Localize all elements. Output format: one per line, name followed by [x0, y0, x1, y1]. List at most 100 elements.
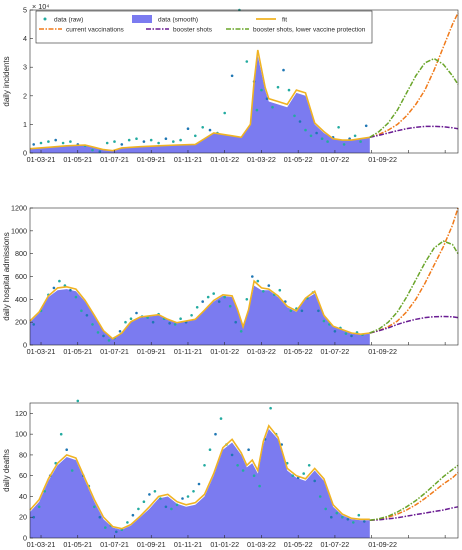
raw-point: [265, 97, 269, 100]
x-tick-label: 01-01-22: [210, 347, 239, 356]
legend-lower-label: booster shots, lower vaccine protection: [253, 27, 366, 34]
raw-point: [197, 482, 201, 486]
legend-box: [35, 10, 373, 44]
y-tick-label: 200: [15, 318, 27, 327]
legend-booster-label: booster shots: [173, 27, 213, 34]
y-tick-label: 20: [19, 513, 27, 522]
raw-point: [256, 279, 260, 283]
raw-point: [228, 304, 232, 308]
raw-point: [300, 309, 304, 313]
raw-point: [217, 300, 221, 303]
raw-point: [153, 490, 157, 493]
fit-line: [29, 279, 370, 340]
x-tick-label: 01-11-21: [174, 540, 202, 549]
raw-point: [76, 399, 80, 403]
raw-point: [352, 521, 355, 524]
x-tick-label: 01-03-21: [27, 347, 56, 356]
fit-line: [29, 49, 370, 152]
raw-point: [168, 322, 171, 325]
raw-point: [47, 140, 50, 143]
raw-point: [39, 141, 43, 145]
raw-point: [93, 505, 96, 509]
x-tick-label: 01-03-22: [247, 155, 276, 164]
fit-line: [29, 424, 370, 530]
x-tick-label: 01-01-22: [210, 155, 239, 164]
raw-point: [260, 88, 263, 92]
raw-point: [208, 448, 212, 452]
raw-point: [363, 520, 366, 523]
raw-point: [258, 484, 261, 488]
raw-point: [234, 320, 237, 324]
raw-point: [137, 507, 140, 511]
y-axis-label: daily deaths: [2, 449, 11, 492]
raw-point: [317, 309, 320, 313]
x-tick-label: 01-07-22: [321, 540, 350, 549]
raw-point: [120, 143, 124, 146]
legend-raw-marker: [43, 17, 47, 21]
y-tick-label: 40: [19, 492, 27, 501]
projection-line: [369, 207, 459, 334]
y-tick-label: 400: [15, 295, 27, 304]
raw-point: [223, 111, 226, 115]
legend-current-label: current vaccinations: [66, 27, 125, 34]
y-tick-label: 0: [23, 341, 27, 350]
raw-point: [135, 137, 138, 140]
y-tick-label: 60: [19, 471, 27, 480]
raw-point: [115, 530, 118, 534]
legend-smooth-label: data (smooth): [158, 17, 198, 24]
raw-point: [85, 314, 89, 317]
raw-point: [309, 134, 313, 138]
raw-point: [236, 464, 239, 467]
raw-point: [192, 490, 195, 493]
raw-point: [74, 295, 78, 299]
raw-point: [357, 513, 361, 517]
raw-point: [43, 490, 46, 493]
raw-point: [69, 288, 72, 292]
raw-point: [179, 317, 182, 321]
raw-point: [32, 143, 35, 146]
raw-point: [223, 295, 226, 299]
raw-point: [124, 320, 127, 324]
raw-point: [262, 290, 265, 293]
y-tick-label: 100: [15, 430, 27, 439]
x-tick-label: 01-07-21: [100, 540, 129, 549]
raw-point: [98, 150, 102, 153]
raw-point: [91, 323, 94, 326]
raw-point: [58, 279, 61, 283]
raw-point: [96, 331, 100, 334]
y-tick-label: 800: [15, 249, 27, 258]
raw-point: [326, 140, 329, 143]
x-tick-label: 01-09-22: [368, 155, 397, 164]
x-tick-label: 01-07-21: [100, 347, 129, 356]
axes-box: [29, 402, 459, 539]
raw-point: [126, 521, 129, 524]
raw-point: [245, 60, 249, 63]
raw-point: [269, 406, 272, 410]
raw-point: [104, 526, 107, 529]
x-tick-label: 01-09-22: [368, 540, 397, 549]
panel-1: 0 1 2 3 4 5 daily incidents × 10⁴ 01-03-21 01-05-…: [2, 2, 459, 164]
raw-point: [105, 141, 109, 145]
y-tick-label: 2: [23, 91, 27, 100]
raw-point: [172, 140, 175, 143]
x-tick-label: 01-09-22: [368, 347, 397, 356]
y-tick-label: 4: [23, 34, 27, 43]
legend-entry-fit: fit: [256, 17, 287, 24]
raw-point: [219, 417, 223, 420]
y-tick-label: 1200: [11, 204, 27, 213]
raw-point: [54, 138, 57, 142]
raw-point: [313, 479, 317, 483]
raw-point: [341, 515, 344, 519]
projection-line: [369, 240, 459, 334]
raw-point: [230, 453, 234, 457]
raw-point: [255, 108, 259, 112]
projection-line: [369, 125, 459, 139]
raw-point: [350, 334, 353, 338]
y-tick-label: 5: [23, 6, 27, 15]
raw-point: [364, 124, 368, 128]
raw-point: [212, 292, 215, 295]
raw-point: [278, 288, 282, 292]
raw-point: [91, 148, 94, 152]
raw-point: [129, 317, 133, 321]
